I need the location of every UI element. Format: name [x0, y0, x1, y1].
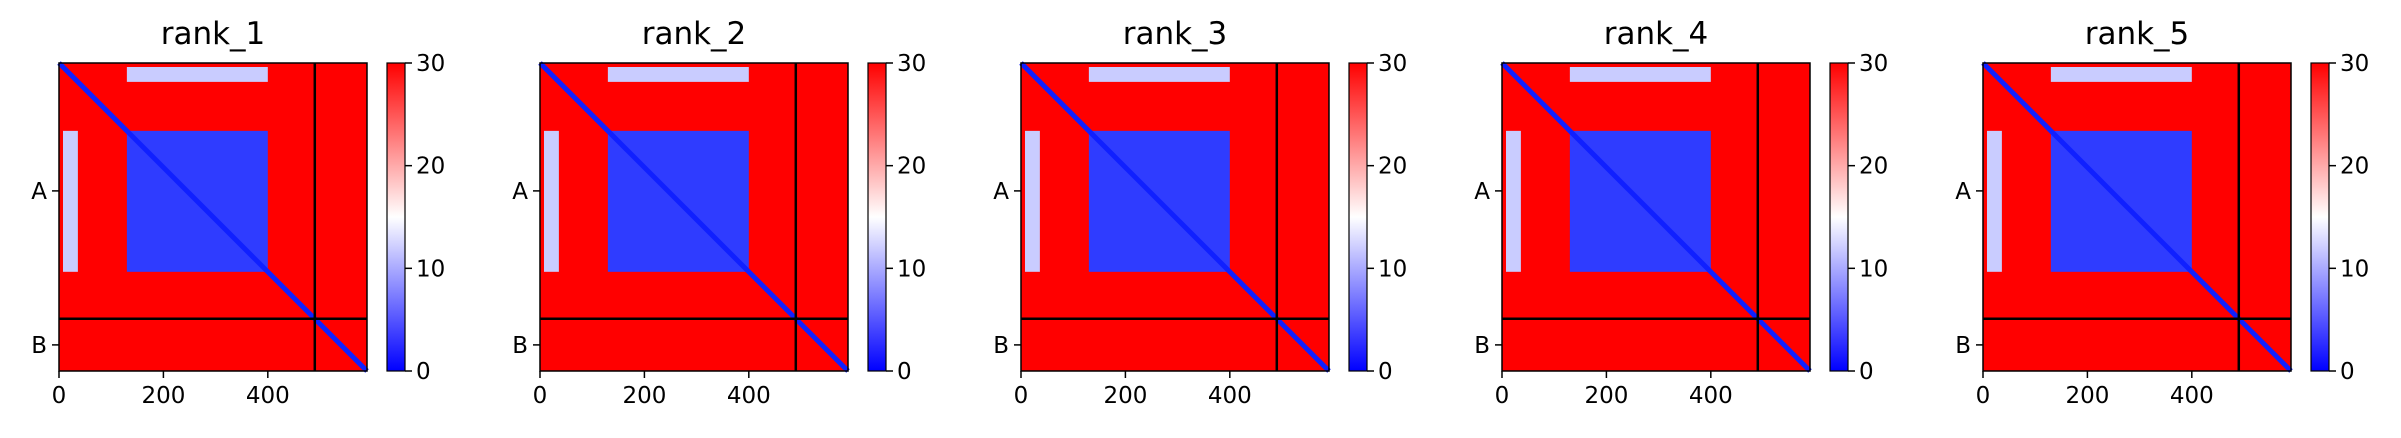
colorbar	[386, 62, 406, 372]
colorbar-tick-label: 20	[897, 154, 926, 180]
x-tick-label: 400	[727, 383, 771, 409]
x-tick-label: 200	[1584, 383, 1628, 409]
y-tick-label: B	[993, 333, 1009, 359]
colorbar-tick-label: 10	[1859, 256, 1888, 282]
colorbar-tick-label: 30	[416, 51, 445, 77]
colorbar-tick-label: 0	[1378, 359, 1393, 385]
y-tick-label: A	[1955, 179, 1971, 205]
colorbar-tick-label: 20	[2340, 154, 2369, 180]
colorbar-tick-label: 20	[1378, 154, 1407, 180]
colorbar-tick-label: 30	[897, 51, 926, 77]
x-tick-label: 200	[1103, 383, 1147, 409]
x-tick-label: 400	[1689, 383, 1733, 409]
colorbar-tick-label: 20	[416, 154, 445, 180]
colorbar-tick-label: 20	[1859, 154, 1888, 180]
y-tick-label: B	[1955, 333, 1971, 359]
x-tick-label: 200	[141, 383, 185, 409]
colorbar-tick-label: 30	[2340, 51, 2369, 77]
y-tick-label: B	[1474, 333, 1490, 359]
colorbar-tick-label: 10	[1378, 256, 1407, 282]
panel-title: rank_3	[1123, 16, 1228, 52]
pae-block-side-top	[607, 67, 749, 82]
colorbar-tick-label: 10	[416, 256, 445, 282]
axes-frame	[1501, 62, 1811, 372]
x-tick-label: 400	[2170, 383, 2214, 409]
axes-frame	[1982, 62, 2292, 372]
colorbar	[867, 62, 887, 372]
colorbar-tick-label: 30	[1378, 51, 1407, 77]
x-tick-label: 0	[1495, 383, 1510, 409]
colorbar-tick-label: 0	[1859, 359, 1874, 385]
x-tick-label: 200	[622, 383, 666, 409]
axes-frame	[58, 62, 368, 372]
panel-title: rank_4	[1604, 16, 1709, 52]
pae-block-side-left	[544, 130, 559, 272]
colorbar-tick-label: 0	[897, 359, 912, 385]
x-tick-label: 200	[2065, 383, 2109, 409]
y-tick-label: A	[31, 179, 47, 205]
pae-block-side-left	[1987, 130, 2002, 272]
x-tick-label: 400	[246, 383, 290, 409]
y-tick-label: B	[512, 333, 528, 359]
colorbar-tick-label: 10	[897, 256, 926, 282]
x-tick-label: 0	[52, 383, 67, 409]
panel-title: rank_1	[161, 16, 266, 52]
y-tick-label: A	[512, 179, 528, 205]
pae-block-side-left	[1506, 130, 1521, 272]
y-tick-label: A	[1474, 179, 1490, 205]
pae-block-side-top	[1569, 67, 1711, 82]
x-tick-label: 0	[1976, 383, 1991, 409]
x-tick-label: 0	[1014, 383, 1029, 409]
pae-block-side-top	[2050, 67, 2192, 82]
colorbar-tick-label: 0	[2340, 359, 2355, 385]
y-tick-label: A	[993, 179, 1009, 205]
colorbar-tick-label: 0	[416, 359, 431, 385]
x-tick-label: 0	[533, 383, 548, 409]
pae-block-side-left	[63, 130, 78, 272]
colorbar-tick-label: 10	[2340, 256, 2369, 282]
axes-frame	[539, 62, 849, 372]
y-tick-label: B	[31, 333, 47, 359]
panel-title: rank_5	[2085, 16, 2190, 52]
panel-title: rank_2	[642, 16, 747, 52]
x-tick-label: 400	[1208, 383, 1252, 409]
colorbar	[1348, 62, 1368, 372]
colorbar	[1829, 62, 1849, 372]
axes-frame	[1020, 62, 1330, 372]
pae-block-side-top	[1088, 67, 1230, 82]
pae-block-side-top	[126, 67, 268, 82]
colorbar-tick-label: 30	[1859, 51, 1888, 77]
colorbar	[2310, 62, 2330, 372]
pae-block-side-left	[1025, 130, 1040, 272]
